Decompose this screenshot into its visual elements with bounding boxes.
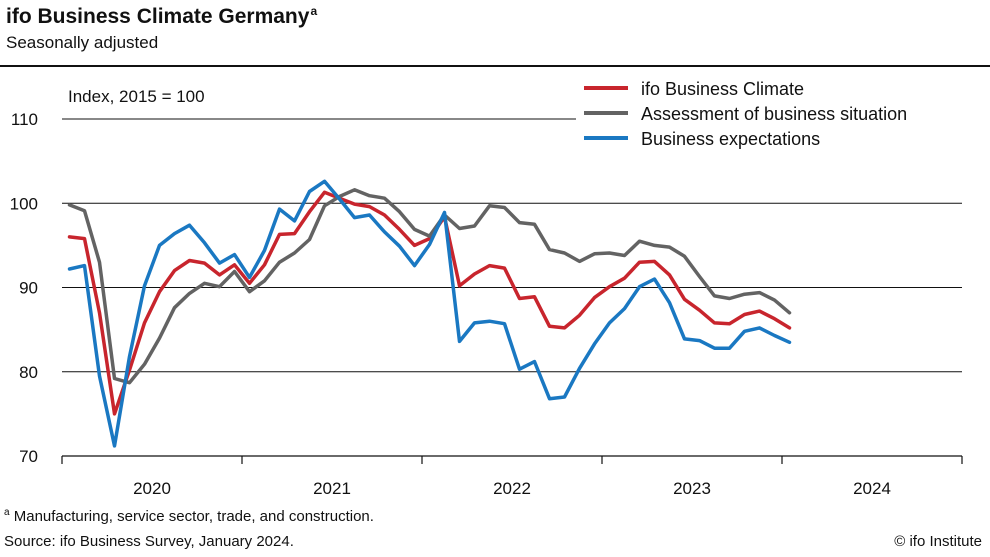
y-tick-label: 100 <box>10 194 38 213</box>
grid-lines <box>62 118 962 373</box>
legend-label-2: Assessment of business situation <box>641 104 907 124</box>
y-tick-label: 80 <box>19 363 38 382</box>
footnote-marker: a <box>4 507 10 518</box>
header-divider <box>0 65 990 67</box>
source-note: Source: ifo Business Survey, January 202… <box>4 533 294 550</box>
legend-label-3: Business expectations <box>641 129 820 149</box>
x-tick-label: 2023 <box>673 479 711 498</box>
x-tick-label: 2022 <box>493 479 531 498</box>
series-line-1 <box>67 190 792 416</box>
y-tick-label: 110 <box>11 110 38 129</box>
x-axis: 2020 2021 2022 2023 2024 <box>61 455 963 498</box>
title-footnote-marker: a <box>310 4 318 18</box>
legend: ifo Business Climate Assessment of busine… <box>576 70 976 156</box>
chart-subtitle: Seasonally adjusted <box>6 33 159 52</box>
series-line-2 <box>67 188 792 385</box>
footnote: a Manufacturing, service sector, trade, … <box>4 507 374 525</box>
legend-background <box>576 70 976 156</box>
chart-title: ifo Business Climate Germanya <box>6 4 317 29</box>
series-lines <box>67 179 792 448</box>
y-tick-label: 90 <box>19 279 38 298</box>
x-tick-label: 2024 <box>853 479 891 498</box>
series-line-3 <box>67 179 792 448</box>
credit: © ifo Institute <box>894 533 982 550</box>
x-tick-label: 2020 <box>133 479 171 498</box>
footnote-text: Manufacturing, service sector, trade, an… <box>13 508 374 525</box>
y-axis-label: Index, 2015 = 100 <box>68 87 205 106</box>
chart-title-text: ifo Business Climate Germany <box>6 5 310 28</box>
y-tick-label: 70 <box>19 447 38 466</box>
legend-label-1: ifo Business Climate <box>641 79 804 99</box>
line-chart: 70 80 90 100 110 2020 2021 2022 2023 2024 Index,… <box>9 70 976 498</box>
y-axis: 70 80 90 100 110 <box>10 110 38 466</box>
axis-label-background <box>62 78 262 110</box>
x-tick-label: 2021 <box>313 479 351 498</box>
